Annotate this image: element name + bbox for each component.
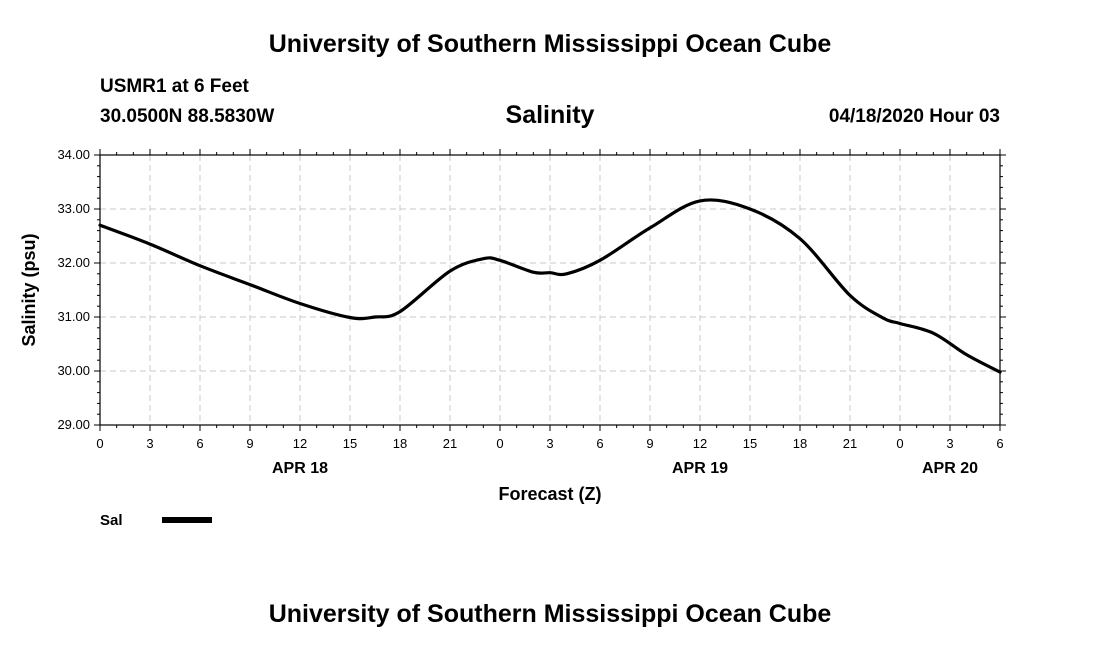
x-tick-label: 0	[496, 436, 503, 451]
x-tick-labels: 0 3 6 9 12 15 18 21 0 3 6 9 12 15 18 21 0 3 6	[96, 436, 1003, 451]
day-label: APR 20	[922, 460, 978, 477]
y-tick-label: 33.00	[57, 201, 90, 216]
footer-title: University of Southern Mississippi Ocean…	[268, 600, 832, 628]
x-axis-title: Forecast (Z)	[498, 484, 601, 504]
main-title: University of Southern Mississippi Ocean…	[268, 30, 832, 58]
y-tick-label: 30.00	[57, 363, 90, 378]
day-label: APR 19	[672, 460, 728, 477]
legend-label: Sal	[100, 512, 123, 529]
station-label: USMR1 at 6 Feet	[100, 76, 249, 97]
x-tick-label: 6	[596, 436, 603, 451]
x-tick-label: 21	[443, 436, 457, 451]
x-tick-label: 3	[546, 436, 553, 451]
y-tick-labels: 29.00 30.00 31.00 32.00 33.00 34.00	[57, 147, 90, 432]
legend: Sal	[100, 512, 212, 529]
x-tick-label: 15	[343, 436, 357, 451]
x-tick-label: 6	[196, 436, 203, 451]
x-tick-label: 15	[743, 436, 757, 451]
x-tick-label: 3	[146, 436, 153, 451]
x-tick-label: 3	[946, 436, 953, 451]
x-tick-label: 12	[293, 436, 307, 451]
chart-title: Salinity	[505, 101, 595, 129]
x-tick-label: 18	[393, 436, 407, 451]
x-tick-label: 0	[96, 436, 103, 451]
plot-frame	[99, 154, 1001, 426]
station-coords: 30.0500N 88.5830W	[100, 106, 275, 127]
grid-lines	[100, 155, 1000, 425]
x-tick-label: 12	[693, 436, 707, 451]
forecast-timestamp: 04/18/2020 Hour 03	[828, 106, 1000, 127]
x-tick-label: 6	[996, 436, 1003, 451]
day-labels: APR 18 APR 19 APR 20	[272, 460, 978, 477]
day-label: APR 18	[272, 460, 328, 477]
series-line-sal	[98, 198, 1002, 374]
x-tick-label: 18	[793, 436, 807, 451]
x-tick-label: 21	[843, 436, 857, 451]
y-tick-label: 31.00	[57, 309, 90, 324]
x-tick-label: 9	[646, 436, 653, 451]
y-axis-title: Salinity (psu)	[19, 233, 39, 346]
y-tick-label: 29.00	[57, 417, 90, 432]
y-tick-label: 32.00	[57, 255, 90, 270]
y-tick-label: 34.00	[57, 147, 90, 162]
x-tick-label: 9	[246, 436, 253, 451]
x-tick-label: 0	[896, 436, 903, 451]
